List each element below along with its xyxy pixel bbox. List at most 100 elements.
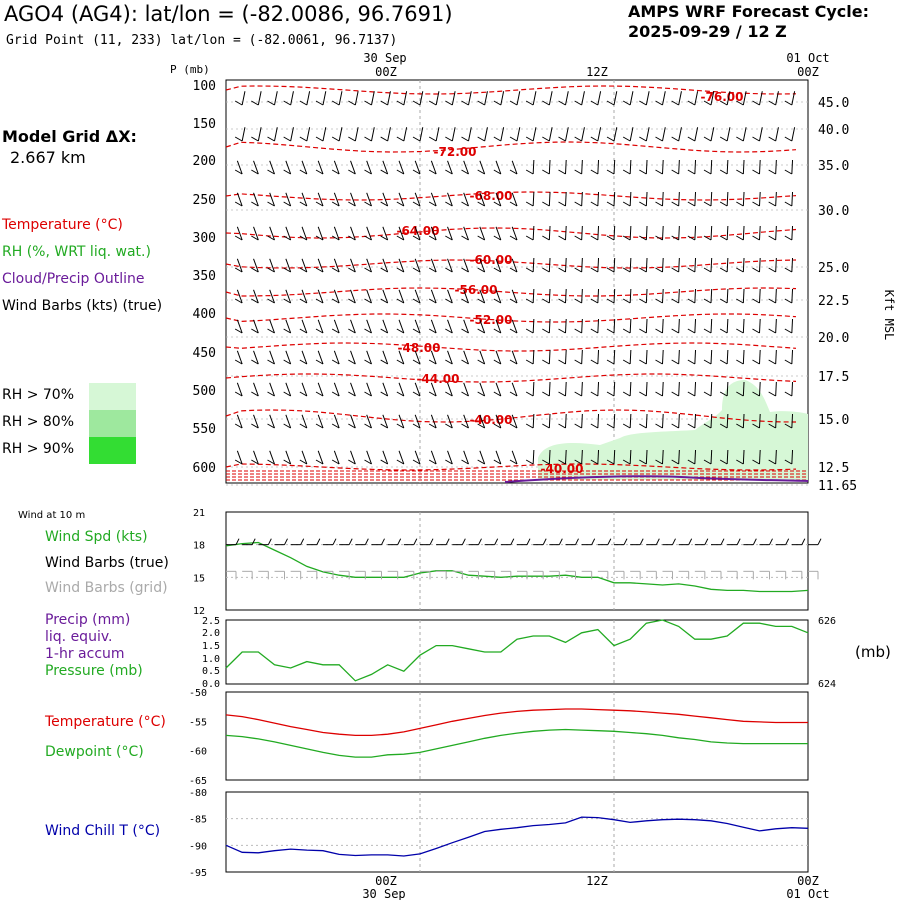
- wind-barb: [285, 319, 292, 334]
- wind-barb: [645, 413, 648, 429]
- wind-barb-flag: [412, 136, 421, 142]
- wind-barb: [678, 159, 680, 175]
- wind-barb-flag: [348, 359, 356, 365]
- wind-barb: [306, 91, 311, 106]
- wind-barb-flag: [267, 423, 275, 429]
- wind-barb-flag: [687, 201, 696, 207]
- wind-barb-flag: [558, 136, 566, 142]
- wind-barb-flag: [525, 169, 534, 175]
- wind-barb-flag: [558, 169, 566, 175]
- wind-barb-flag: [477, 298, 485, 304]
- wind-barb: [463, 450, 469, 465]
- wind-barb: [511, 319, 518, 334]
- wind-barb: [710, 349, 713, 365]
- wind-barb-flag: [445, 100, 453, 106]
- wind-barb-flag: [703, 267, 712, 273]
- wind-barb-flag: [639, 235, 647, 241]
- wind-barb-flag: [542, 459, 550, 465]
- wind-barb-flag: [639, 359, 647, 365]
- wind-barb-flag: [493, 359, 502, 365]
- wind-barb: [290, 127, 294, 142]
- wind-barb: [629, 449, 632, 465]
- wind-barb-flag: [525, 235, 534, 241]
- wind-barb-flag: [412, 423, 421, 429]
- height-axis-title: Kft MSL: [882, 290, 896, 341]
- wind-barb-flag: [234, 100, 243, 106]
- wind-barb: [726, 288, 729, 304]
- wind-barb-flag: [331, 459, 340, 465]
- wind-barb-flag: [736, 267, 744, 273]
- wind-barb-flag: [396, 298, 405, 304]
- wind-barb-flag: [752, 100, 760, 106]
- wind-barb: [430, 350, 437, 365]
- wind-barb: [463, 414, 469, 429]
- wind-barb-flag: [315, 136, 324, 142]
- wind10m-barb-true-flag: [752, 538, 757, 545]
- wind-barb-flag: [574, 201, 582, 207]
- wind-barb: [253, 319, 259, 334]
- wind-barb: [447, 350, 453, 365]
- wind-barb-flag: [719, 267, 728, 273]
- wind-barb: [694, 381, 697, 397]
- wind-barb-flag: [493, 267, 502, 273]
- pressure-tick-high: 626: [818, 616, 836, 627]
- wind-barb: [775, 159, 777, 175]
- wind-barb-flag: [558, 298, 566, 304]
- wind-barb: [581, 318, 583, 334]
- wind-barb: [694, 318, 697, 334]
- wind-barb-flag: [283, 201, 291, 207]
- height-tick: 25.0: [818, 261, 849, 276]
- wind-barb-flag: [251, 298, 259, 304]
- windchill-line: [225, 816, 809, 857]
- wind-barb: [333, 350, 340, 365]
- wind-barb: [532, 318, 535, 334]
- pressure-tick: 100: [193, 79, 216, 94]
- wind-barb: [597, 413, 600, 429]
- wind-barb: [317, 258, 324, 273]
- wind-barb: [366, 319, 372, 334]
- wind-barb-flag: [364, 267, 372, 273]
- wind-barb: [710, 257, 713, 273]
- wind-barb: [726, 127, 731, 142]
- wind-barb: [565, 288, 567, 304]
- wind-barb-flag: [703, 328, 712, 334]
- wind-barb: [269, 414, 275, 429]
- wind-barb-flag: [493, 201, 502, 207]
- wind-barb: [350, 192, 356, 207]
- wind-barb: [269, 192, 275, 207]
- wind-barb-flag: [331, 235, 340, 241]
- precip-tick: 2.0: [202, 628, 220, 639]
- wind-barb-flag: [348, 267, 356, 273]
- wind10m-barb-true-flag: [639, 538, 644, 545]
- wind-barb-flag: [283, 267, 291, 273]
- wind-barb: [253, 160, 259, 175]
- wind-barb: [726, 381, 729, 397]
- wind-barb-flag: [509, 423, 518, 429]
- wind-barb: [414, 160, 421, 175]
- wind-barb: [484, 127, 488, 142]
- wind-barb-flag: [574, 391, 582, 397]
- wind-barb: [791, 127, 796, 142]
- wind-barb-flag: [574, 100, 582, 106]
- wind-barb: [565, 159, 567, 175]
- temperature-contour-label: -64.00: [397, 224, 440, 238]
- wind-barb-flag: [639, 267, 647, 273]
- wind-barb: [495, 382, 502, 397]
- wind-barb: [759, 349, 761, 365]
- wind-barb: [532, 191, 535, 207]
- wind-barb: [742, 349, 745, 365]
- wind-barb-flag: [348, 235, 356, 241]
- wind-barb-flag: [736, 423, 744, 429]
- wind-barb: [613, 191, 616, 207]
- wind-barb: [694, 257, 697, 273]
- wind-barb: [387, 91, 391, 106]
- wind-barb-flag: [703, 359, 712, 365]
- wind-barb-flag: [477, 100, 485, 106]
- wind10m-panel-frame: [225, 511, 809, 611]
- precip-panel-frame: [225, 619, 809, 685]
- wind-barb: [463, 192, 469, 207]
- wind-barb-flag: [380, 391, 388, 397]
- wind-barb-flag: [542, 298, 550, 304]
- wind-barb-flag: [267, 359, 275, 365]
- wind-barb-flag: [687, 391, 696, 397]
